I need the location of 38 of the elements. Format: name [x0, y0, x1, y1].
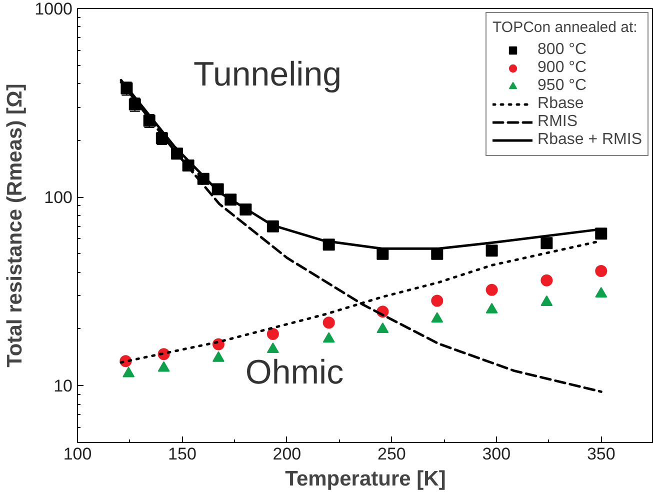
legend-label: RMIS: [538, 113, 578, 131]
point: [486, 284, 498, 296]
point: [486, 302, 498, 314]
x-tick-label: 100: [63, 444, 92, 464]
point: [486, 244, 498, 257]
point: [266, 342, 279, 353]
x-tick-label: 300: [482, 444, 511, 464]
x-tick-label: 150: [168, 444, 196, 464]
legend-title: TOPCon annealed at:: [492, 19, 638, 36]
point: [431, 294, 444, 307]
legend-label: Rbase: [538, 95, 584, 113]
legend-label: 900 °C: [538, 59, 587, 77]
legend-label: Rbase + RMIS: [538, 131, 642, 149]
point: [212, 351, 224, 362]
legend-label: 800 °C: [538, 41, 587, 59]
point: [122, 366, 135, 378]
point: [595, 286, 608, 298]
point: [322, 316, 335, 329]
annotation: Ohmic: [245, 354, 344, 392]
point: [540, 295, 553, 306]
point: [158, 361, 170, 372]
point: [376, 322, 389, 334]
point: [540, 237, 553, 250]
y-tick-label: 1000: [34, 0, 73, 18]
y-tick-label: 10: [54, 376, 73, 396]
point: [595, 264, 608, 277]
point: [431, 312, 444, 323]
point: [266, 328, 279, 340]
x-tick-label: 200: [272, 444, 302, 464]
x-tick-label: 250: [378, 444, 406, 464]
y-tick-label: 100: [44, 188, 73, 208]
point: [540, 274, 553, 286]
x-axis-title: Temperature [K]: [285, 468, 446, 490]
annotation: Tunneling: [193, 56, 342, 94]
legend-label: 950 °C: [538, 77, 587, 95]
y-axis-title: Total resistance (Rmeas) [Ω]: [4, 84, 27, 368]
point: [322, 332, 335, 343]
x-tick-label: 350: [586, 444, 616, 464]
